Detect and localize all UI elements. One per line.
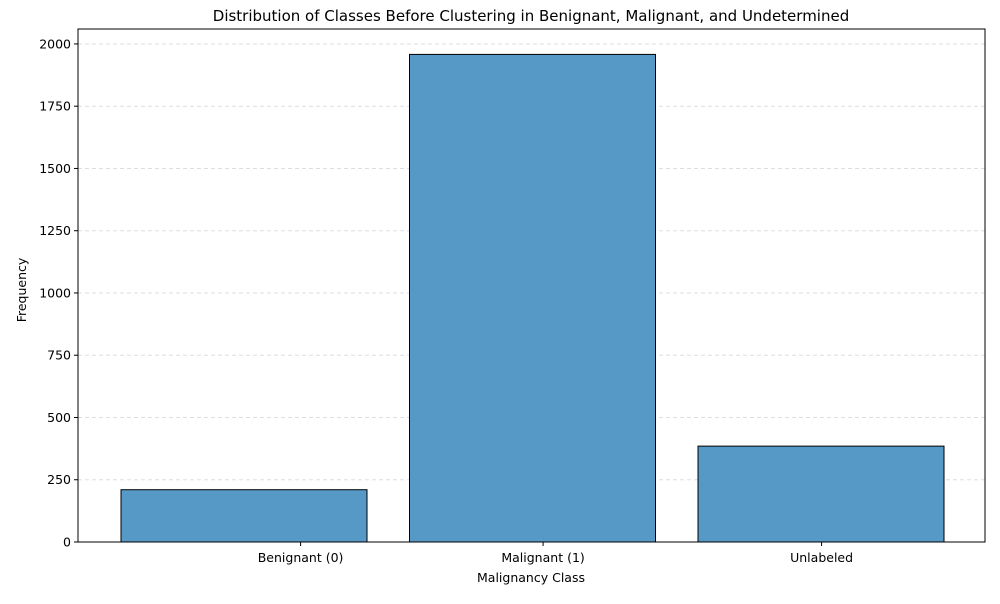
y-tick-label: 1250 bbox=[39, 223, 71, 238]
bar-1 bbox=[409, 53, 656, 543]
x-tick-label: Malignant (1) bbox=[501, 550, 584, 565]
y-ticks: 0 250 500 750 1000 1250 1500 1750 2000 bbox=[39, 36, 78, 550]
x-axis-label: Malignancy Class bbox=[477, 570, 585, 585]
bars bbox=[120, 53, 945, 543]
y-axis-label: Frequency bbox=[14, 257, 29, 322]
x-ticks: Benignant (0) Malignant (1) Unlabeled bbox=[258, 542, 853, 565]
y-tick-label: 1000 bbox=[39, 285, 71, 300]
y-tick-label: 1500 bbox=[39, 161, 71, 176]
y-tick-label: 250 bbox=[47, 472, 71, 487]
axes bbox=[77, 28, 986, 543]
bar-0 bbox=[120, 489, 368, 543]
chart-title: Distribution of Classes Before Clusterin… bbox=[213, 7, 849, 25]
y-tick-label: 500 bbox=[47, 410, 71, 425]
plot-frame bbox=[77, 28, 986, 543]
y-tick-label: 750 bbox=[47, 348, 71, 363]
y-tick-label: 2000 bbox=[39, 36, 71, 51]
bar-2 bbox=[697, 445, 945, 543]
y-tick-label: 0 bbox=[63, 535, 71, 550]
x-tick-label: Benignant (0) bbox=[258, 550, 344, 565]
x-tick-label: Unlabeled bbox=[790, 550, 853, 565]
y-tick-label: 1750 bbox=[39, 99, 71, 114]
